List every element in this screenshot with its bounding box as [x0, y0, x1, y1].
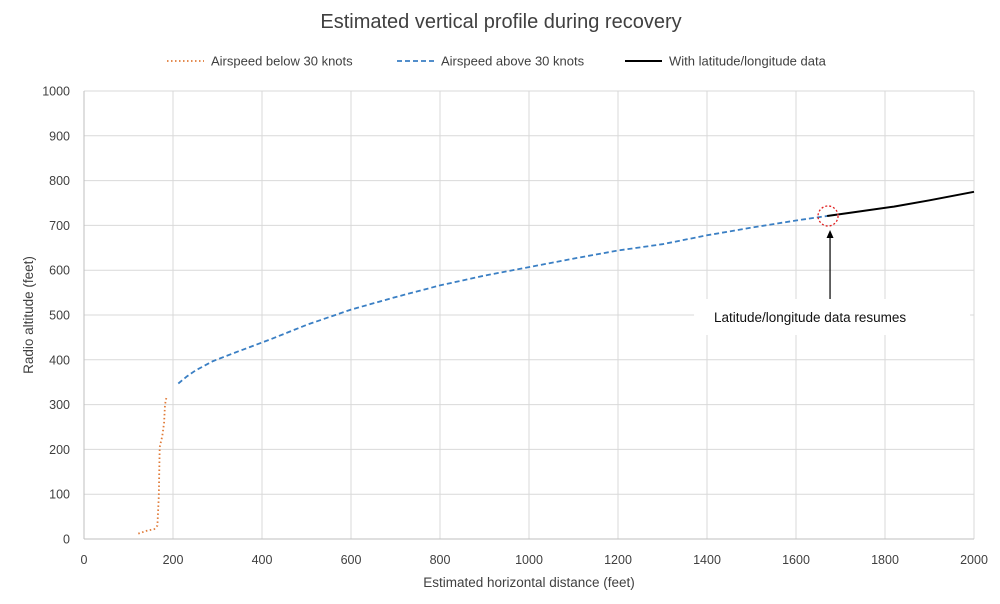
y-tick-label: 500: [49, 309, 70, 323]
x-tick-label: 0: [81, 553, 88, 567]
x-axis-label: Estimated horizontal distance (feet): [423, 575, 635, 590]
y-tick-label: 1000: [42, 85, 70, 99]
y-tick-label: 300: [49, 398, 70, 412]
x-tick-label: 1400: [693, 553, 721, 567]
y-tick-label: 600: [49, 264, 70, 278]
y-tick-labels: 0 100 200 300 400 500 600 700 800 900 1000: [42, 85, 70, 547]
annotation-label: Latitude/longitude data resumes: [714, 310, 906, 325]
x-tick-label: 2000: [960, 553, 988, 567]
y-tick-label: 400: [49, 353, 70, 367]
x-tick-label: 1000: [515, 553, 543, 567]
y-tick-label: 700: [49, 219, 70, 233]
annotation-arrow-head: [826, 229, 834, 238]
x-tick-label: 1600: [782, 553, 810, 567]
x-tick-labels: 0 200 400 600 800 1000 1200 1400 1600 1800 2000: [81, 553, 988, 567]
annotation-layer: Latitude/longitude data resumes: [694, 205, 971, 335]
x-tick-label: 1800: [871, 553, 899, 567]
annotation-circle: [817, 205, 839, 227]
legend-label-1: Airspeed below 30 knots: [211, 54, 353, 69]
series-line-1: [138, 395, 168, 535]
series-line-3: [826, 190, 975, 217]
x-tick-label: 1200: [604, 553, 632, 567]
legend: Airspeed below 30 knots Airspeed above 30…: [167, 54, 827, 69]
y-tick-label: 200: [49, 443, 70, 457]
legend-label-2: Airspeed above 30 knots: [441, 54, 585, 69]
legend-label-3: With latitude/longitude data: [669, 54, 827, 69]
y-tick-label: 900: [49, 129, 70, 143]
y-tick-label: 0: [63, 533, 70, 547]
x-tick-label: 400: [252, 553, 273, 567]
x-tick-label: 200: [163, 553, 184, 567]
grid: [84, 90, 975, 539]
x-tick-label: 800: [430, 553, 451, 567]
y-axis-label: Radio altitude (feet): [21, 256, 36, 374]
axes: [83, 91, 974, 540]
y-tick-label: 800: [49, 174, 70, 188]
annotation-label-box: [694, 298, 971, 335]
x-tick-label: 600: [341, 553, 362, 567]
series-layer: [138, 190, 975, 535]
series-line-2: [177, 215, 828, 385]
y-tick-label: 100: [49, 488, 70, 502]
chart-title: Estimated vertical profile during recove…: [320, 11, 681, 33]
